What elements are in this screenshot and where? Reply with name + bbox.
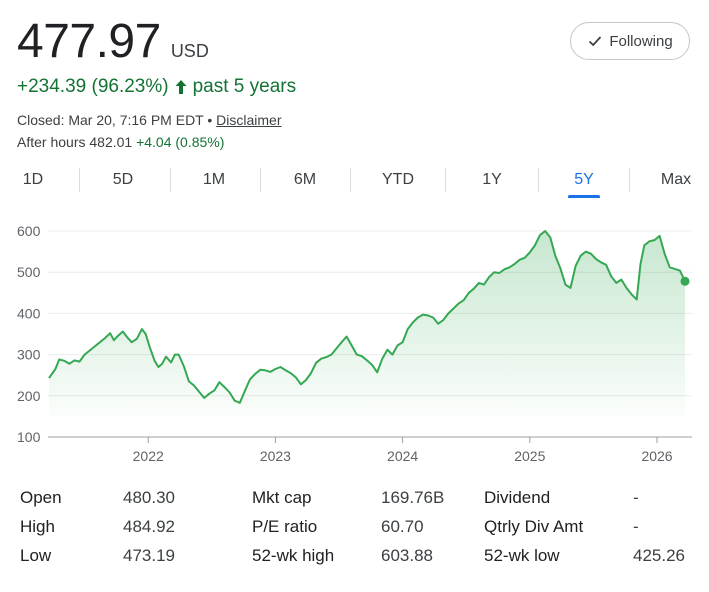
following-label: Following <box>609 32 673 50</box>
tab-6m[interactable]: 6M <box>265 162 345 198</box>
last-price-dot <box>680 276 690 286</box>
stat-label-dividend: Dividend <box>484 488 551 507</box>
x-tick-label: 2023 <box>260 448 291 464</box>
price-line <box>48 230 686 404</box>
range-tabs: 1D 5D 1M 6M YTD 1Y 5Y Max <box>0 162 709 200</box>
tab-divider <box>445 168 446 192</box>
y-tick-label: 400 <box>17 305 41 321</box>
price-area-fill <box>49 231 685 417</box>
tab-label: 1D <box>22 171 44 188</box>
tab-label: 1Y <box>482 171 502 188</box>
tab-1d[interactable]: 1D <box>0 162 73 198</box>
tab-label: 1M <box>202 171 226 188</box>
currency-label: USD <box>170 41 209 61</box>
stat-label-mkt-cap: Mkt cap <box>252 488 312 507</box>
price-chart: 600 500 400 300 200 100 2022 2023 2024 2025 2026 <box>17 223 692 464</box>
tab-max[interactable]: Max <box>636 162 709 198</box>
closed-time: Closed: Mar 20, 7:16 PM EDT • <box>17 112 213 128</box>
y-tick-label: 600 <box>17 223 41 239</box>
disclaimer-link[interactable]: Disclaimer <box>216 112 282 128</box>
following-button[interactable]: Following <box>570 22 690 60</box>
tab-divider <box>79 168 80 192</box>
x-tick-label: 2024 <box>387 448 418 464</box>
y-tick-label: 500 <box>17 264 41 280</box>
tab-divider <box>350 168 351 192</box>
after-hours: After hours 482.01 +4.04 (0.85%) <box>17 134 224 150</box>
market-status: Closed: Mar 20, 7:16 PM EDT • Disclaimer <box>17 112 282 128</box>
tab-divider <box>629 168 630 192</box>
stat-value-high: 484.92 <box>123 517 175 536</box>
after-hours-price: After hours 482.01 <box>17 134 133 150</box>
after-hours-change: +4.04 (0.85%) <box>136 134 225 150</box>
x-tick-label: 2026 <box>641 448 672 464</box>
tab-divider <box>170 168 171 192</box>
x-tick-label: 2022 <box>133 448 164 464</box>
y-tick-label: 200 <box>17 388 41 404</box>
tab-divider <box>538 168 539 192</box>
tab-1m[interactable]: 1M <box>174 162 254 198</box>
stat-label-qtrly-div-amt: Qtrly Div Amt <box>484 517 584 536</box>
stat-label-52-wk-high: 52-wk high <box>252 546 335 565</box>
tab-5d[interactable]: 5D <box>83 162 163 198</box>
x-tick-label: 2025 <box>514 448 545 464</box>
price-change: +234.39 (96.23%) past 5 years <box>17 76 296 98</box>
stat-value-open: 480.30 <box>123 488 175 507</box>
tab-label: Max <box>660 171 692 188</box>
tab-divider <box>260 168 261 192</box>
stat-value-52-wk-high: 603.88 <box>381 546 433 565</box>
stat-value-p-e-ratio: 60.70 <box>381 517 424 536</box>
tab-label: YTD <box>382 171 414 188</box>
tab-label: 6M <box>293 171 317 188</box>
tab-ytd[interactable]: YTD <box>358 162 438 198</box>
stat-value-52-wk-low: 425.26 <box>633 546 685 565</box>
arrow-up-icon <box>174 79 188 95</box>
stat-value-low: 473.19 <box>123 546 175 565</box>
change-value: +234.39 (96.23%) <box>17 76 169 97</box>
stat-label-52-wk-low: 52-wk low <box>484 546 560 565</box>
checkmark-icon <box>587 33 603 49</box>
tab-label: 5D <box>112 171 134 188</box>
stat-label-low: Low <box>20 546 52 565</box>
stock-price: 477.97 <box>17 15 161 68</box>
price-header: 477.97 USD <box>17 14 209 70</box>
tab-1y[interactable]: 1Y <box>452 162 532 198</box>
y-tick-label: 300 <box>17 347 41 363</box>
change-period: past 5 years <box>192 76 297 97</box>
stat-label-p-e-ratio: P/E ratio <box>252 517 318 536</box>
tab-5y[interactable]: 5Y <box>544 162 624 198</box>
stat-label-open: Open <box>20 488 62 507</box>
stat-value-mkt-cap: 169.76B <box>381 488 445 507</box>
active-tab-indicator <box>568 195 600 198</box>
stat-label-high: High <box>20 517 55 536</box>
tab-label: 5Y <box>574 171 594 188</box>
stat-value-dividend: - <box>633 488 639 507</box>
stat-value-qtrly-div-amt: - <box>633 517 639 536</box>
y-tick-label: 100 <box>17 429 41 445</box>
